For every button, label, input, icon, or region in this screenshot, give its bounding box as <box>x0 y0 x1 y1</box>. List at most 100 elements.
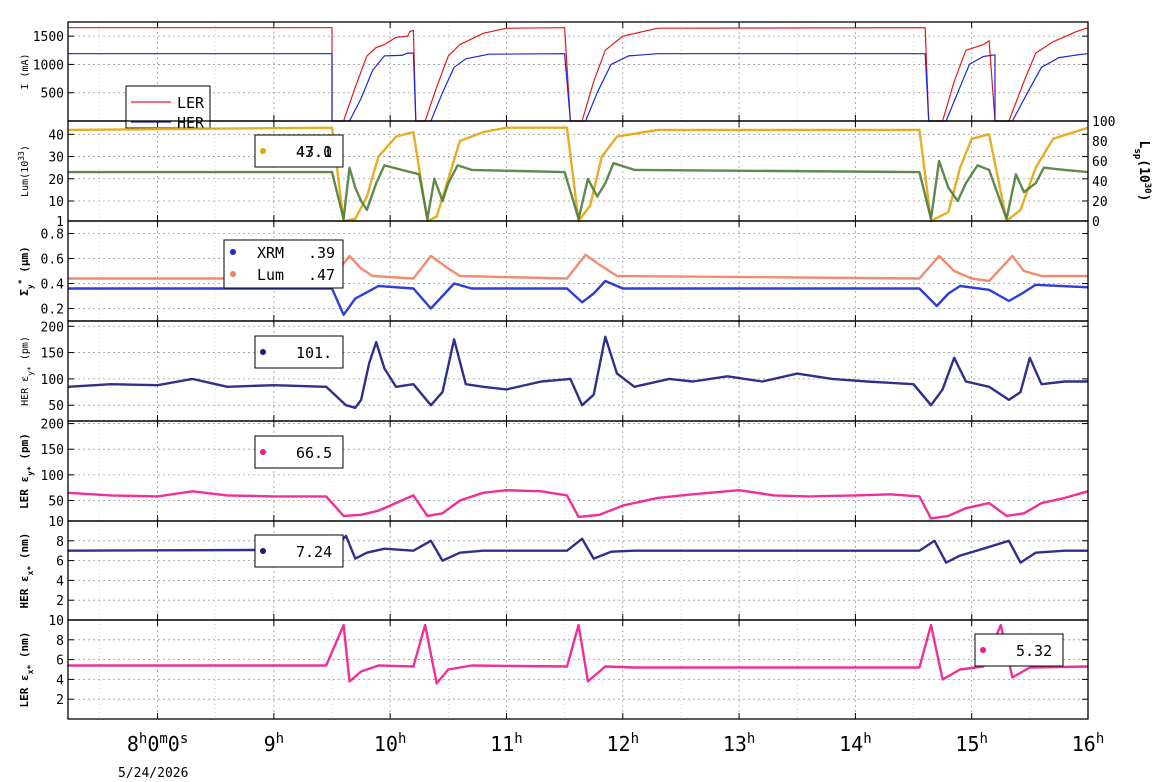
series-line-lerx <box>68 623 1089 685</box>
y-tick-label: 1500 <box>33 30 64 45</box>
y2-tick-label: 0 <box>1092 215 1100 230</box>
y2-tick-label: 80 <box>1092 135 1108 150</box>
panel-5: 2 4 6 8 HER εx* (nm) 7.24 <box>18 520 1089 621</box>
y-axis-label: HER εx* (nm) <box>18 533 35 609</box>
panel-6: 2 4 6 8 10 LER εx* (nm) 5.32 <box>18 614 1089 720</box>
y-tick-label: 100 <box>41 469 64 484</box>
series-line-hery <box>67 335 1088 409</box>
y-tick-label: 4 <box>56 574 64 589</box>
panel-frame <box>67 619 1089 720</box>
y-tick-label: 200 <box>41 418 64 433</box>
x-tick-label: 12h <box>607 731 640 756</box>
legend: LER HER <box>125 85 211 132</box>
legend-value: 66.5 <box>296 444 332 462</box>
y-tick-label: 0.6 <box>41 253 64 268</box>
y-tick-label: 40 <box>48 128 64 143</box>
legend-value-overlap: 47.1 <box>296 143 332 161</box>
y2-tick-label: 100 <box>1092 115 1115 130</box>
y2-tick-label: 60 <box>1092 155 1108 170</box>
series-line-xrm <box>68 279 1089 316</box>
panel-3: 50 100 150 200 HER εy* (pm) 101. <box>20 320 1089 422</box>
x-tick-label: 8h0m0s <box>127 731 188 756</box>
legend-box <box>254 534 344 568</box>
legend-box <box>223 239 344 289</box>
panel-frame <box>67 320 1089 422</box>
legend-label: XRM <box>257 244 284 262</box>
y-tick-label: 10 <box>48 614 64 629</box>
y2-tick-label: 20 <box>1092 195 1108 210</box>
panel-frame <box>67 520 1089 621</box>
series-line-lum <box>68 253 1088 283</box>
y-tick-label: 1000 <box>33 58 64 73</box>
x-date-label: 5/24/2026 <box>118 766 188 781</box>
time-axis: 5/24/2026 8h0m0s 9h 10h 11h 12h 13h 14h 15h 16h <box>118 731 1104 781</box>
y-tick-label: 500 <box>41 87 64 102</box>
legend-swatch <box>230 249 236 255</box>
x-tick-label: 13h <box>723 731 756 756</box>
legend-value: 101. <box>296 344 332 362</box>
legend: 101. <box>254 335 344 369</box>
legend-label: Lum <box>257 266 284 284</box>
y-tick-label: 0.8 <box>41 228 64 243</box>
series-line-herx <box>67 534 1088 564</box>
series-line-lsp <box>68 159 1089 221</box>
x-tick-label: 15h <box>955 731 988 756</box>
panel-2: 0.2 0.4 0.6 0.8 Σy* (μm) XRM .39 Lum .47 <box>17 220 1089 322</box>
y-tick-label: 8 <box>56 535 64 550</box>
legend-box <box>254 134 344 168</box>
y-tick-label: 2 <box>56 594 64 609</box>
legend-swatch <box>980 647 986 653</box>
y-tick-label: 150 <box>41 347 64 362</box>
legend-value: 5.32 <box>1016 642 1052 660</box>
legend-value: 7.24 <box>296 543 332 561</box>
panel-1: 1 10 20 30 40 0 20 40 60 80 100 Lsp(1030) Lum(1033) 4… <box>17 115 1153 230</box>
x-tick-label: 9h <box>264 731 284 756</box>
series-line-her <box>68 52 1089 122</box>
series-line-lum <box>67 126 1089 223</box>
legend-swatch <box>230 271 236 277</box>
y-axis-label: LER εx* (nm) <box>18 632 35 708</box>
y2-axis-label: Lsp(1030) <box>1132 141 1152 202</box>
y-tick-label: 2 <box>56 693 64 708</box>
legend-label: LER <box>177 94 205 112</box>
y-tick-label: 50 <box>48 399 64 414</box>
legend: 66.5 <box>254 435 344 469</box>
legend-value: .39 <box>308 244 335 262</box>
y2-tick-label: 40 <box>1092 175 1108 190</box>
series-line-ler <box>68 27 1089 122</box>
legend-label: HER <box>177 114 205 132</box>
y-tick-label: 20 <box>48 173 64 188</box>
legend: 47.143.0 <box>254 134 344 168</box>
y-axis-label: HER εy* (pm) <box>20 336 35 406</box>
y-tick-label: 8 <box>56 634 64 649</box>
y-axis-label: LER εy* (pm) <box>18 433 35 509</box>
y-tick-label: 1 <box>56 215 64 230</box>
x-tick-label: 11h <box>490 731 523 756</box>
y-tick-label: 6 <box>56 555 64 570</box>
y-tick-label: 10 <box>48 195 64 210</box>
legend-swatch <box>260 449 266 455</box>
y-tick-label: 50 <box>48 494 64 509</box>
legend-swatch <box>260 349 266 355</box>
y-tick-label: 0.2 <box>41 303 64 318</box>
y-tick-label: 6 <box>56 654 64 669</box>
legend-box <box>254 335 344 369</box>
y-axis-label: Σy* (μm) <box>17 246 35 295</box>
legend-swatch <box>260 148 266 154</box>
y-tick-label: 150 <box>41 443 64 458</box>
legend-value: .47 <box>308 266 335 284</box>
panel-frame <box>67 220 1089 322</box>
series-line-lery <box>67 489 1089 520</box>
legend-swatch <box>260 548 266 554</box>
legend-box <box>254 435 344 469</box>
panel-4: 10 50 100 150 200 LER εy* (pm) 66.5 <box>18 418 1089 530</box>
legend: XRM .39 Lum .47 <box>223 239 344 289</box>
y-axis-label: I (mA) <box>20 53 31 89</box>
panel-frame <box>67 420 1089 522</box>
y-tick-label: 4 <box>56 673 64 688</box>
legend-box <box>974 633 1064 667</box>
x-tick-label: 16h <box>1072 731 1105 756</box>
